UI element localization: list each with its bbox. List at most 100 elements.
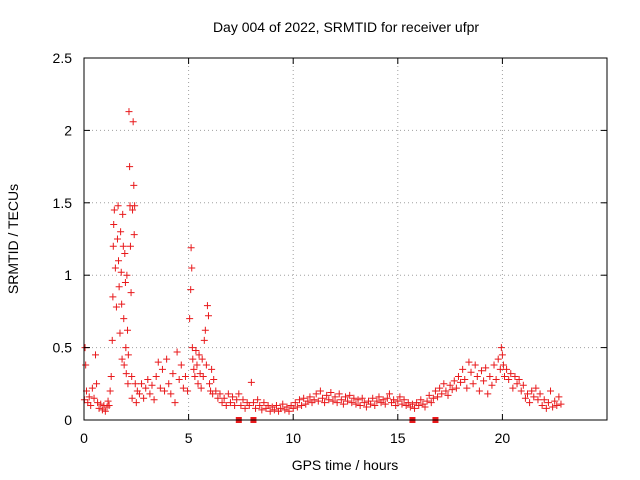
- data-point: [499, 361, 507, 369]
- data-point: [381, 400, 389, 408]
- data-point: [293, 403, 301, 411]
- data-point: [191, 373, 199, 381]
- data-point: [258, 406, 266, 414]
- data-point: [128, 394, 136, 402]
- data-point: [165, 380, 173, 388]
- data-point: [327, 388, 335, 396]
- data-point: [129, 118, 137, 126]
- data-point: [224, 390, 232, 398]
- data-point: [150, 396, 158, 404]
- data-point: [190, 365, 198, 373]
- data-point: [417, 396, 425, 404]
- data-point: [131, 380, 139, 388]
- data-point: [128, 373, 136, 381]
- data-point: [85, 393, 93, 401]
- data-point: [135, 390, 143, 398]
- data-point: [346, 391, 354, 399]
- chart-title: Day 004 of 2022, SRMTID for receiver ufp…: [213, 19, 479, 35]
- data-point: [197, 384, 205, 392]
- data-point: [318, 394, 326, 402]
- data-point: [371, 402, 379, 410]
- data-point: [277, 404, 285, 412]
- data-point: [356, 402, 364, 410]
- data-point: [498, 351, 506, 359]
- data-point: [488, 381, 496, 389]
- data-point: [144, 375, 152, 383]
- data-point: [452, 384, 460, 392]
- data-point: [438, 390, 446, 398]
- data-point: [195, 351, 203, 359]
- data-point: [216, 390, 224, 398]
- data-point: [279, 400, 287, 408]
- data-point: [444, 391, 452, 399]
- data-point: [127, 289, 135, 297]
- data-point: [272, 402, 280, 410]
- data-point: [331, 393, 339, 401]
- data-point: [329, 397, 337, 405]
- plot-frame: [83, 57, 608, 421]
- data-point: [111, 264, 119, 272]
- data-point: [196, 370, 204, 378]
- data-point: [237, 402, 245, 410]
- data-point: [450, 377, 458, 385]
- data-point: [110, 221, 118, 229]
- data-point: [507, 370, 515, 378]
- data-point: [148, 381, 156, 389]
- data-point: [442, 387, 450, 395]
- data-point: [229, 393, 237, 401]
- data-point: [408, 400, 416, 408]
- data-point: [440, 380, 448, 388]
- data-point: [87, 402, 95, 410]
- data-point: [132, 399, 140, 407]
- data-point: [212, 387, 220, 395]
- data-point: [394, 397, 402, 405]
- data-point: [233, 396, 241, 404]
- data-marks: [80, 108, 565, 423]
- data-point: [198, 355, 206, 363]
- data-point: [467, 368, 475, 376]
- data-point: [181, 373, 189, 381]
- data-point: [549, 403, 557, 411]
- data-point: [348, 399, 356, 407]
- data-point: [475, 387, 483, 395]
- data-point: [204, 312, 212, 320]
- data-point: [496, 365, 504, 373]
- data-point: [106, 387, 114, 395]
- data-point: [235, 390, 243, 398]
- axis-ticks: 0 5 10 15 20 0 0.5 1 1.5 2 2.5: [53, 50, 607, 446]
- data-point: [314, 397, 322, 405]
- data-point: [131, 202, 139, 210]
- data-point: [369, 394, 377, 402]
- data-point: [98, 406, 106, 414]
- data-point: [540, 396, 548, 404]
- data-point: [352, 400, 360, 408]
- x-tick-label: 10: [285, 430, 301, 446]
- data-point: [226, 399, 234, 407]
- data-point: [252, 404, 260, 412]
- data-point: [530, 393, 538, 401]
- data-point: [532, 384, 540, 392]
- data-point: [126, 163, 134, 171]
- data-point: [115, 283, 123, 291]
- data-point: [142, 384, 150, 392]
- data-point: [285, 407, 293, 415]
- data-point: [206, 380, 214, 388]
- data-point: [289, 404, 297, 412]
- data-point: [415, 402, 423, 410]
- data-point: [375, 393, 383, 401]
- data-point: [193, 361, 201, 369]
- data-point: [140, 394, 148, 402]
- data-point: [392, 402, 400, 410]
- data-point: [427, 399, 435, 407]
- data-point: [509, 384, 517, 392]
- data-point: [298, 402, 306, 410]
- data-point: [245, 402, 253, 410]
- data-point: [477, 367, 485, 375]
- data-point: [492, 375, 500, 383]
- data-point: [312, 390, 320, 398]
- data-point: [214, 394, 222, 402]
- x-tick-label: 20: [495, 430, 511, 446]
- data-point: [189, 355, 197, 363]
- data-point: [505, 375, 513, 383]
- data-point: [113, 235, 121, 243]
